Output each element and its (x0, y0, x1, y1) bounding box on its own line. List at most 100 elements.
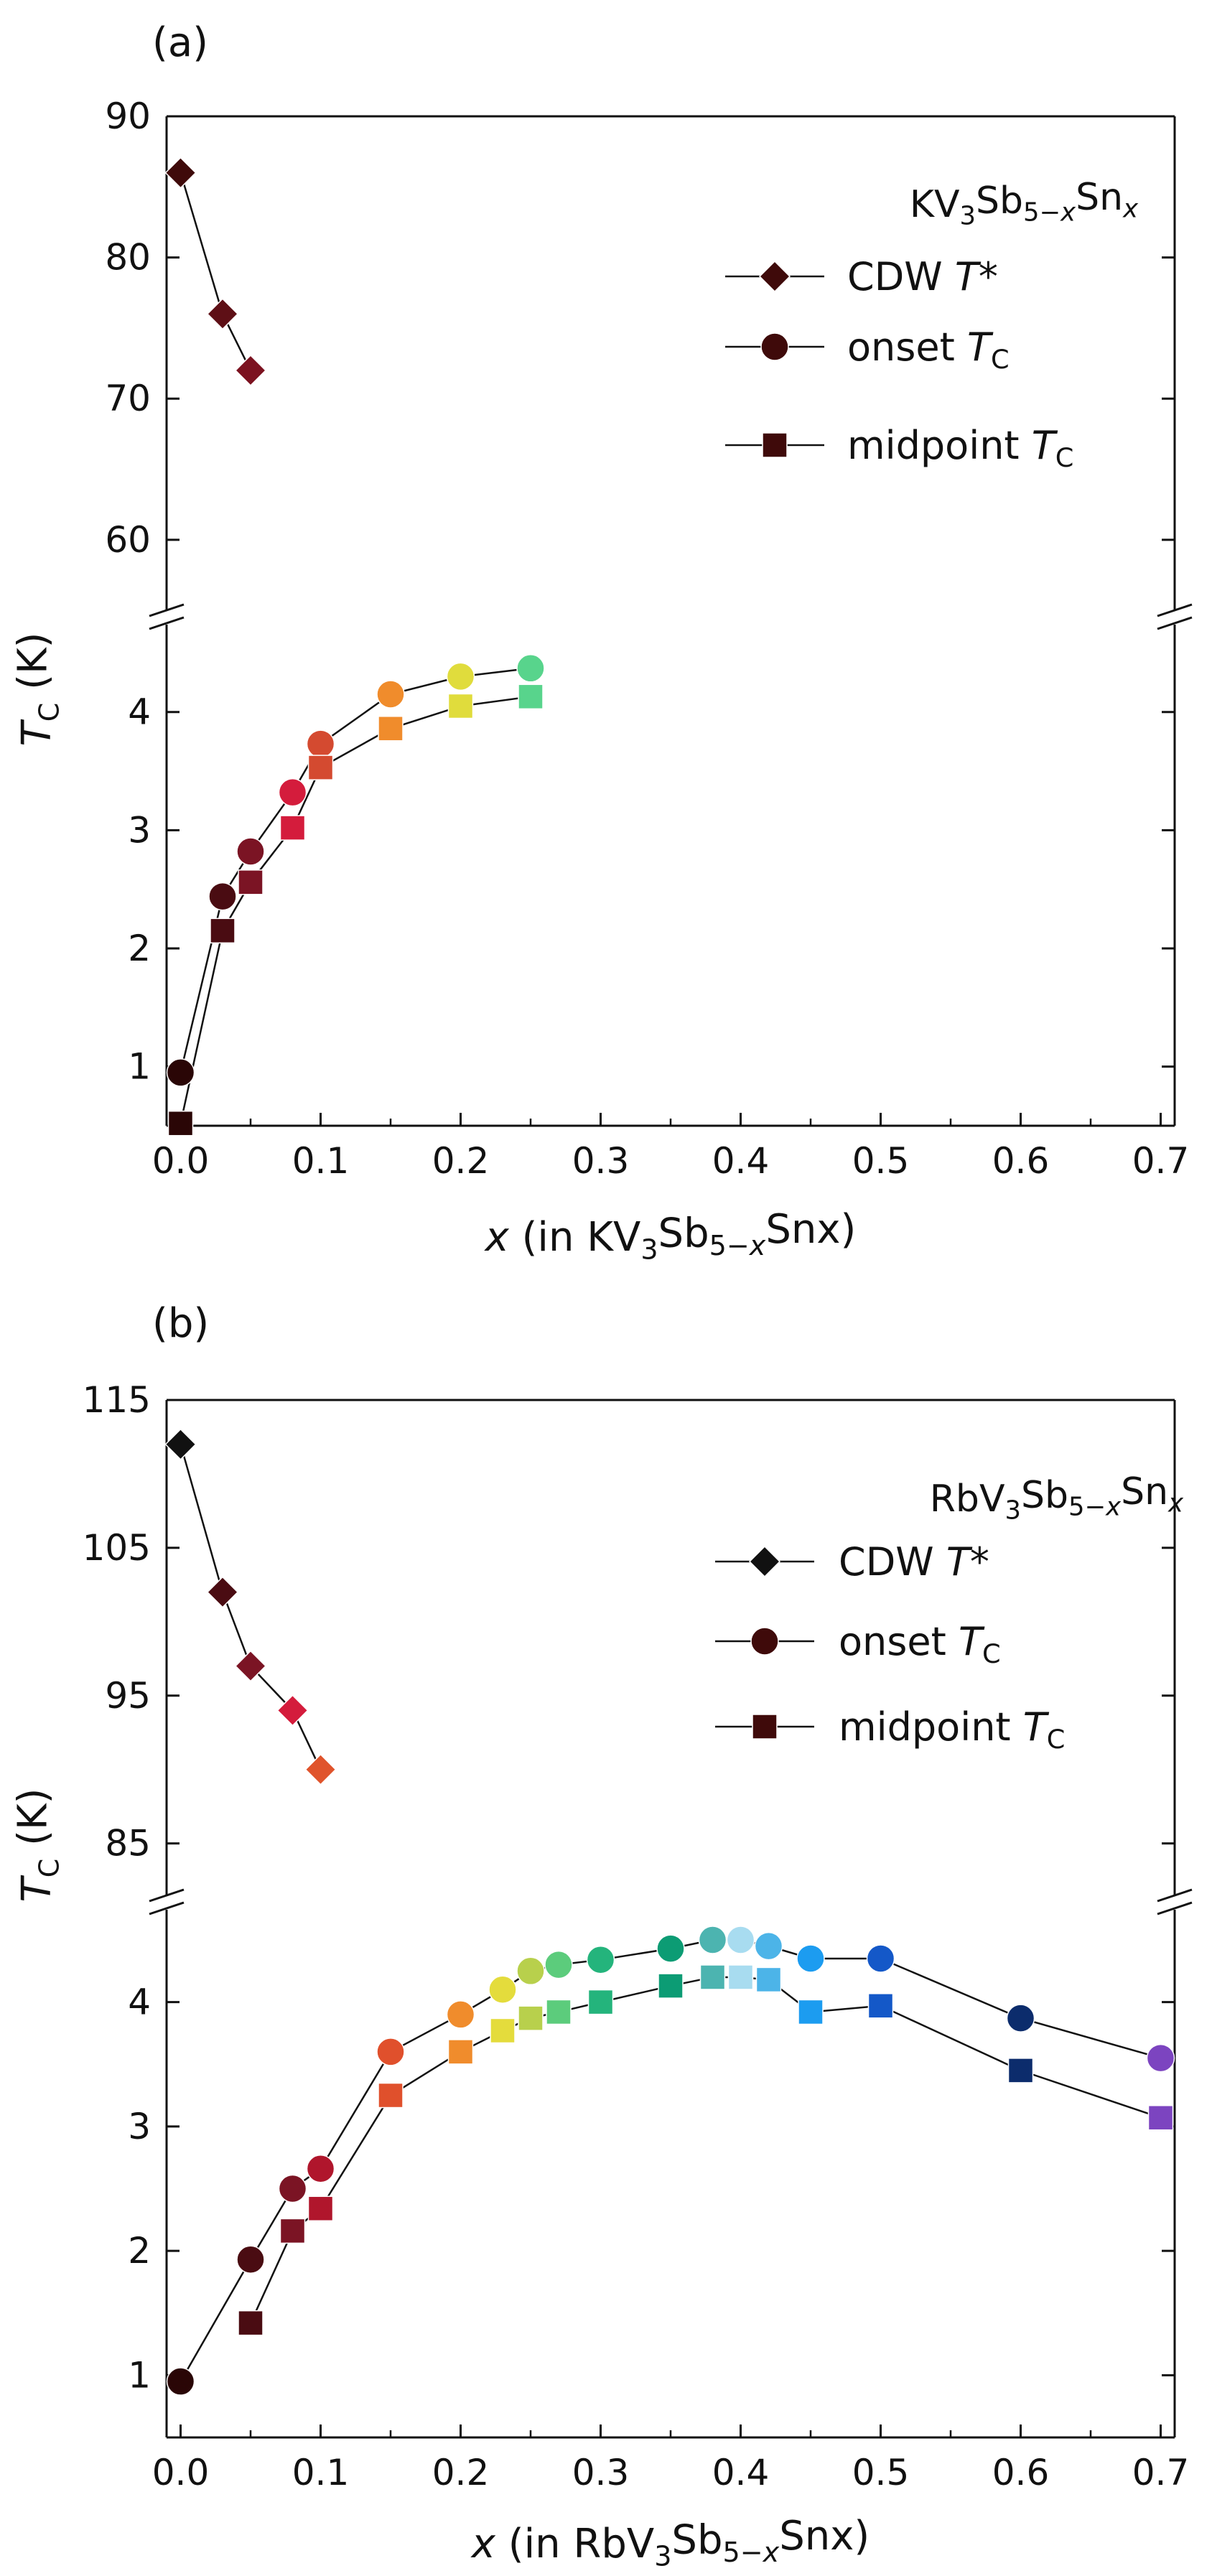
y-tick-label: 95 (105, 1675, 151, 1717)
data-point-square (1147, 2104, 1174, 2131)
x-tick-label: 0.1 (292, 2452, 350, 2493)
data-point-circle (586, 1945, 615, 1974)
data-point-square (1007, 2058, 1034, 2083)
series-line-circle (180, 667, 531, 1073)
axis-break-mark (1157, 1901, 1193, 1915)
legend-entry-label: onset TC (839, 1619, 1001, 1669)
data-point-circle (446, 662, 475, 691)
y-tick-label: 70 (105, 378, 151, 419)
y-tick-label: 85 (105, 1823, 151, 1865)
axis-break-mark (149, 1901, 185, 1915)
data-point-square (798, 1999, 824, 2025)
y-tick-label: 105 (83, 1527, 151, 1569)
data-point-circle (1006, 2004, 1035, 2033)
data-point-square (238, 2310, 264, 2336)
data-point-square (587, 1989, 614, 2015)
y-tick-label: 4 (128, 691, 151, 733)
data-point-square (867, 1993, 894, 2019)
data-point-circle (516, 654, 545, 683)
data-point-circle (376, 2038, 405, 2066)
data-point-circle (866, 1944, 895, 1973)
data-point-diamond (206, 298, 239, 330)
axis-break-mark (1157, 616, 1193, 630)
x-tick-label: 0.7 (1132, 2452, 1190, 2493)
x-tick-label: 0.4 (712, 1140, 770, 1182)
data-point-square (546, 1999, 572, 2025)
data-point-circle (1146, 2043, 1175, 2073)
data-point-diamond (164, 1428, 197, 1460)
data-point-circle (698, 1926, 727, 1954)
axis-break-mark (149, 1888, 185, 1903)
y-tick-label: 4 (128, 1982, 151, 2023)
panel-label: (b) (152, 1300, 209, 1347)
data-point-square (447, 2039, 474, 2065)
data-point-square (518, 683, 544, 710)
series-line-square (180, 696, 531, 1124)
data-point-circle (306, 729, 335, 758)
data-point-square (238, 869, 264, 895)
axis-break-mark (1157, 1888, 1193, 1903)
data-point-circle (166, 1058, 195, 1087)
data-point-circle (726, 1926, 755, 1954)
legend-entry-label: CDW T* (839, 1539, 989, 1585)
y-tick-label: 2 (128, 928, 151, 969)
data-point-circle (488, 1975, 517, 2005)
data-point-square (378, 716, 404, 742)
legend-title: RbV3Sb5−xSnx (930, 1470, 1184, 1526)
chart-panel-b: 0.0 0.1 0.2 0.3 0.4 0.5 0.6 0.7 85 95 105 115 1 2 3 4 (b… (10, 1300, 1193, 2572)
y-tick-label: 80 (105, 237, 151, 279)
data-point-square (279, 2218, 306, 2244)
x-tick-label: 0.4 (712, 2452, 770, 2493)
panel-label: (a) (152, 19, 208, 66)
x-tick-label: 0.7 (1132, 1140, 1190, 1182)
data-point-square (167, 1110, 194, 1137)
legend: RbV3Sb5−xSnx CDW T* onset TC midpoint TC (715, 1470, 1184, 1755)
data-point-circle (544, 1950, 573, 1979)
data-point-circle (446, 2000, 475, 2029)
data-point-diamond (164, 157, 197, 189)
data-point-circle (376, 680, 405, 709)
series-line-diamond (180, 172, 252, 371)
data-point-square (699, 1964, 726, 1990)
data-point-diamond (234, 354, 267, 386)
data-point-square (727, 1964, 754, 1990)
data-point-circle (236, 837, 265, 866)
data-point-circle (754, 1931, 783, 1961)
legend-entry-label: midpoint TC (847, 423, 1073, 473)
data-point-circle (656, 1934, 685, 1963)
data-point-square (658, 1973, 684, 1999)
data-point-square (279, 815, 306, 841)
x-tick-label: 0.3 (572, 1140, 630, 1182)
data-point-square (755, 1966, 782, 1993)
data-point-square (447, 693, 474, 719)
x-axis-title: x (in KV3Sb5−xSnx) (484, 1206, 857, 1265)
y-tick-label: 1 (128, 1046, 151, 1088)
legend-entry-label: midpoint TC (839, 1704, 1065, 1755)
legend-marker-circle (750, 1627, 779, 1656)
y-tick-label: 90 (105, 95, 151, 137)
legend-marker-diamond (758, 260, 791, 293)
data-point-square (307, 755, 334, 780)
data-point-circle (208, 882, 237, 911)
data-point-diamond (304, 1753, 337, 1786)
x-tick-label: 0.6 (992, 2452, 1050, 2493)
legend-marker-circle (760, 332, 789, 361)
x-tick-label: 0.1 (292, 1140, 350, 1182)
x-tick-label: 0.0 (152, 2452, 210, 2493)
y-tick-label: 3 (128, 2106, 151, 2147)
data-point-square (378, 2082, 404, 2109)
data-point-diamond (276, 1694, 309, 1727)
legend-title: KV3Sb5−xSnx (910, 176, 1139, 231)
x-tick-label: 0.5 (852, 1140, 910, 1182)
data-point-square (307, 2195, 334, 2221)
y-axis-title: TC (K) (10, 1788, 65, 1902)
y-tick-label: 2 (128, 2230, 151, 2272)
x-tick-label: 0.6 (992, 1140, 1050, 1182)
y-tick-label: 1 (128, 2354, 151, 2396)
y-tick-label: 3 (128, 809, 151, 851)
x-tick-label: 0.2 (432, 1140, 490, 1182)
data-point-square (518, 2005, 544, 2031)
legend-entry-label: onset TC (847, 325, 1010, 375)
legend-entry-label: CDW T* (847, 254, 998, 299)
